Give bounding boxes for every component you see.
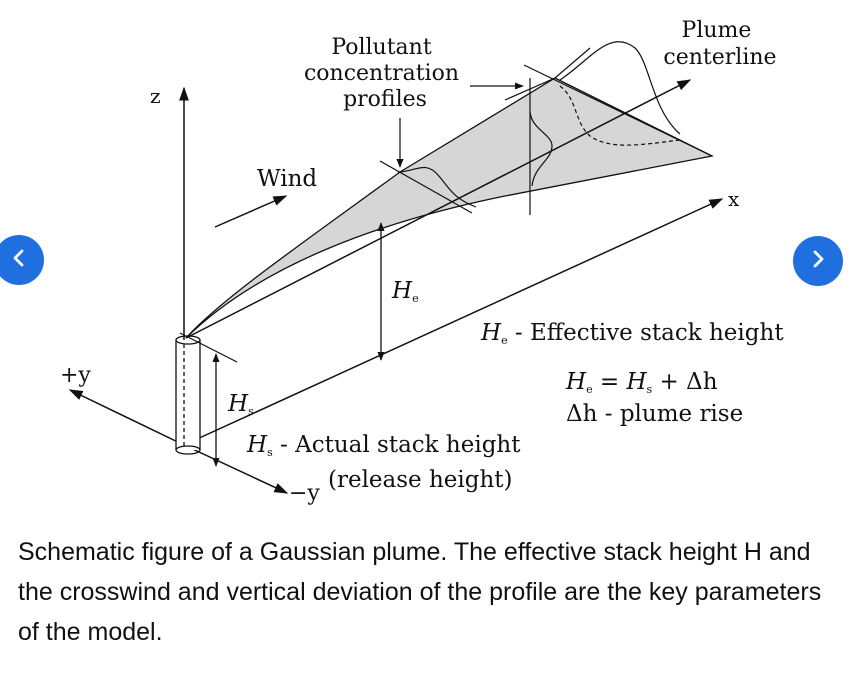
wind-arrow xyxy=(214,195,288,228)
x-axis xyxy=(183,198,724,446)
he-arrow-label: He xyxy=(391,278,419,305)
minus-y-label: −y xyxy=(289,481,320,506)
concentration-profile-far xyxy=(504,41,713,157)
gaussian-plume-diagram: z x +y −y Wind Pollutant concentration p… xyxy=(60,18,784,506)
chevron-right-icon xyxy=(808,249,828,274)
plume-rise-label: Δh - plume rise xyxy=(566,401,743,427)
concentration-profile-vertical xyxy=(529,78,553,215)
plus-y-label: +y xyxy=(60,363,91,388)
minus-y-axis xyxy=(183,444,289,494)
height-equation: He = Hs + Δh xyxy=(565,369,718,396)
stack-cylinder xyxy=(175,335,201,455)
plus-y-axis xyxy=(68,389,185,446)
he-definition: He - Effective stack height xyxy=(480,320,784,347)
next-button[interactable] xyxy=(793,236,843,286)
release-height-label: (release height) xyxy=(328,467,513,493)
hs-definition: Hs - Actual stack height xyxy=(246,432,521,459)
profiles-label: Pollutant concentration profiles xyxy=(304,35,466,112)
figure-caption: Schematic figure of a Gaussian plume. Th… xyxy=(18,538,822,646)
plume-cone xyxy=(185,77,715,339)
chevron-left-icon xyxy=(9,248,29,273)
previous-button[interactable] xyxy=(0,235,44,285)
concentration-profile-near xyxy=(379,160,477,214)
hs-arrow-label: Hs xyxy=(227,391,254,418)
plume-centerline xyxy=(185,79,692,339)
stack-top-crossline xyxy=(179,332,238,363)
z-label: z xyxy=(150,84,161,108)
x-label: x xyxy=(728,187,740,211)
wind-label: Wind xyxy=(257,166,317,192)
centerline-label: Plume centerline xyxy=(663,18,776,70)
